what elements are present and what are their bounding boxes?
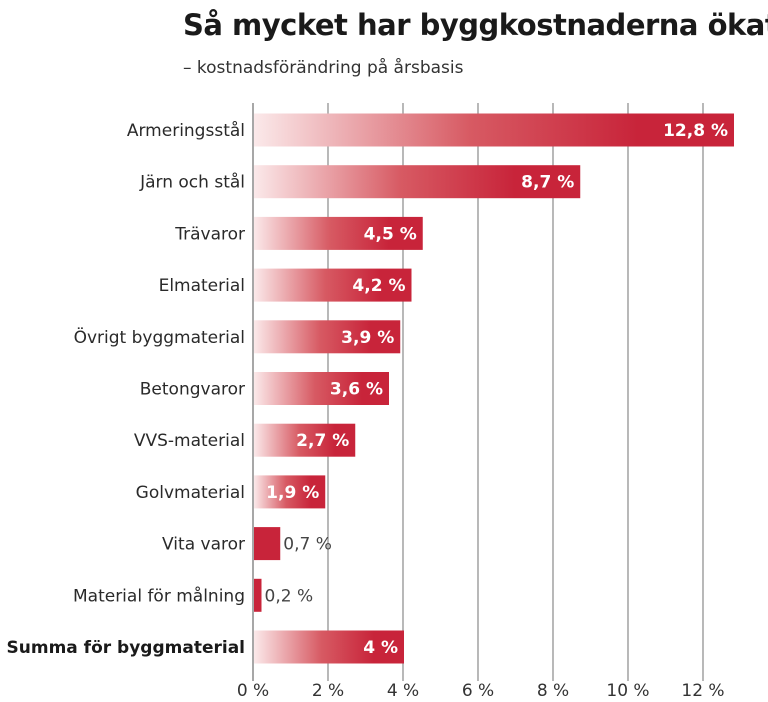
bar [254,527,281,561]
bar [254,475,326,509]
data-label: 8,7 % [521,173,574,193]
data-label: 3,9 % [341,328,394,348]
bar [254,320,401,354]
x-tick-label: 8 % [537,681,569,701]
data-label: 4 % [363,638,398,658]
category-label: Betongvaror [140,380,245,400]
category-label: Trävaror [174,224,245,244]
bar [254,372,389,405]
data-label: 4,5 % [364,224,417,244]
category-label: Järn och stål [139,172,245,193]
category-label: Summa för byggmaterial [7,638,245,658]
bar [254,268,412,302]
bar [254,630,404,664]
data-label: 2,7 % [296,431,349,451]
bar [254,423,356,457]
data-label: 12,8 % [663,121,728,141]
x-tick-label: 2 % [312,681,344,701]
bar [254,165,581,199]
data-label: 0,7 % [283,535,332,555]
category-label: Elmaterial [159,276,245,296]
chart-subtitle: – kostnadsförändring på årsbasis [183,58,464,78]
x-tick-label: 6 % [462,681,494,701]
data-label: 0,2 % [265,586,314,606]
category-label: Övrigt byggmaterial [74,326,245,348]
bar [254,113,734,147]
data-label: 4,2 % [352,276,405,296]
category-label: Armeringsstål [127,120,245,141]
category-label: VVS-material [134,431,245,451]
bar [254,578,262,612]
bar [254,216,423,250]
x-tick-label: 12 % [681,681,724,701]
x-tick-label: 4 % [387,681,419,701]
chart-title: Så mycket har byggkostnaderna ökat [183,8,768,42]
x-tick-label: 0 % [237,681,269,701]
data-label: 1,9 % [266,483,319,503]
category-label: Material för målning [73,585,245,606]
category-label: Golvmaterial [136,483,245,503]
data-label: 3,6 % [330,380,383,400]
x-tick-label: 10 % [606,681,649,701]
category-label: Vita varor [162,535,245,555]
